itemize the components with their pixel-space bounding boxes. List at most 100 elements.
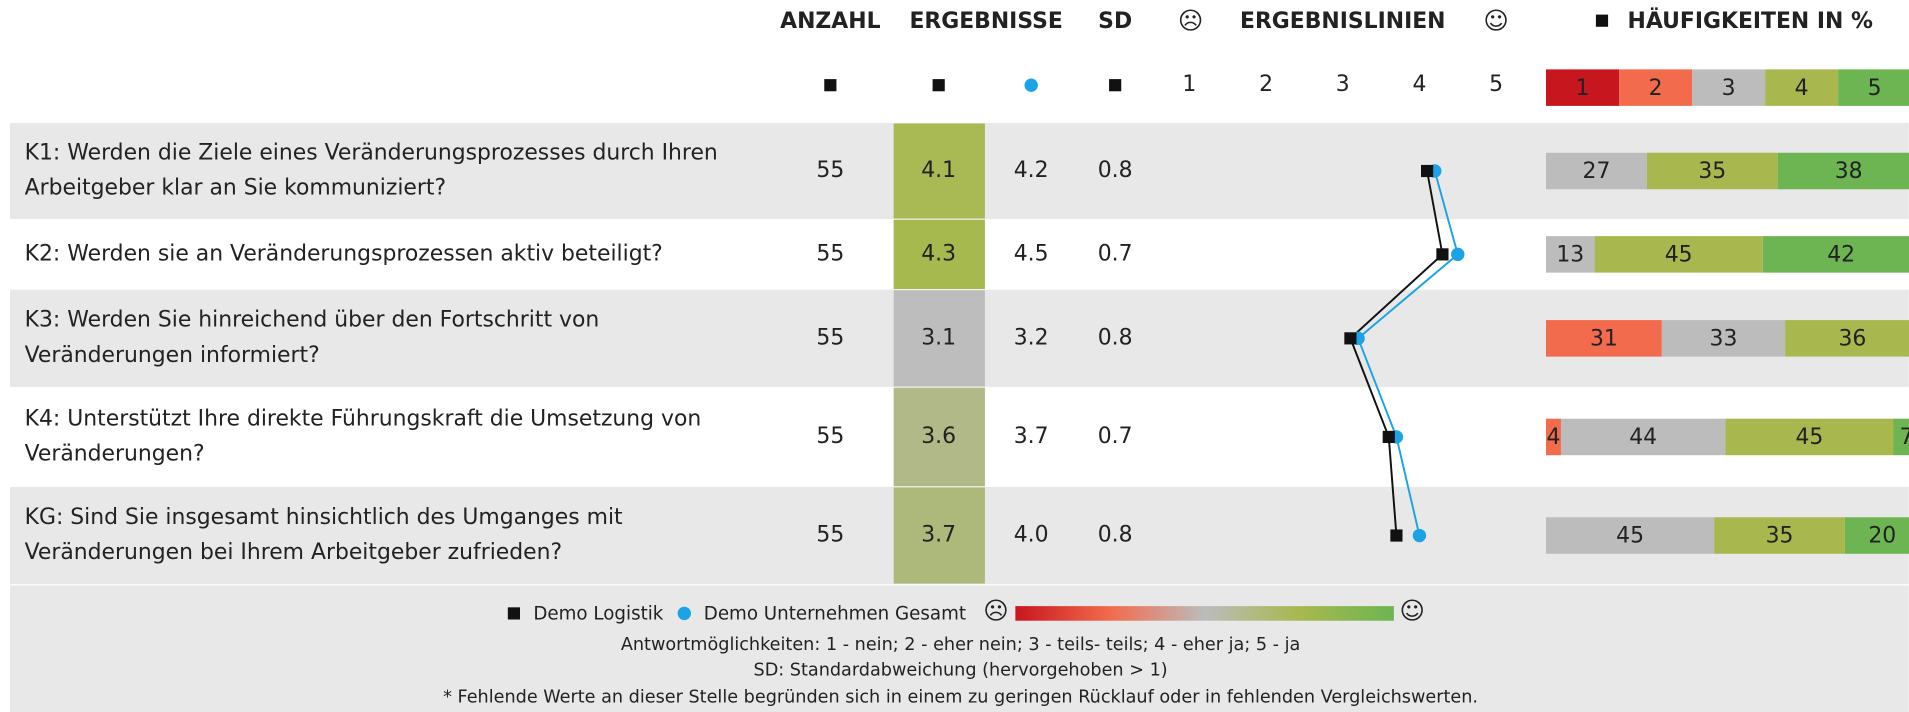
question: Arbeitgeber klar an Sie kommuniziert? bbox=[25, 176, 446, 201]
square-icon bbox=[824, 79, 837, 92]
sd: 0.8 bbox=[1098, 325, 1133, 350]
frequency-label: 27 bbox=[1583, 159, 1611, 184]
anzahl: 55 bbox=[816, 325, 844, 350]
frequency-bar bbox=[1546, 236, 1595, 273]
frequency-bar bbox=[1661, 320, 1786, 357]
frequency-legend-box bbox=[1692, 69, 1766, 106]
frequency-label: 36 bbox=[1838, 327, 1866, 352]
frequency-bar bbox=[1725, 418, 1894, 456]
frequency-label: 45 bbox=[1616, 524, 1644, 549]
frequency-bar bbox=[1893, 418, 1909, 456]
question: K4: Unterstützt Ihre direkte Führungskra… bbox=[25, 406, 702, 431]
gradient-bar bbox=[1015, 606, 1394, 621]
anzahl: 55 bbox=[816, 424, 844, 449]
frequency-bar bbox=[1714, 517, 1845, 554]
question: K3: Werden Sie hinreichend über den Fort… bbox=[25, 308, 600, 333]
frequency-bar bbox=[1646, 152, 1778, 190]
profile-point bbox=[1421, 164, 1434, 178]
question: KG: Sind Sie insgesamt hinsichtlich des … bbox=[25, 505, 623, 530]
comparison: 4.2 bbox=[1014, 158, 1049, 183]
x-tick-label: 4 bbox=[1412, 72, 1426, 97]
frequency-label: 45 bbox=[1665, 243, 1693, 268]
comparison: 3.2 bbox=[1014, 325, 1049, 350]
x-tick-label: 5 bbox=[1489, 72, 1503, 97]
frequency-bar bbox=[1546, 418, 1561, 456]
frequency-label: 13 bbox=[1556, 243, 1584, 268]
result: 3.7 bbox=[921, 523, 956, 548]
frequency-label: 33 bbox=[1710, 327, 1738, 352]
frequency-legend-label: 1 bbox=[1576, 76, 1590, 101]
result-cell bbox=[893, 387, 985, 487]
frequency-legend-box bbox=[1838, 69, 1909, 106]
frequency-bar bbox=[1546, 152, 1647, 190]
result: 3.1 bbox=[921, 325, 956, 350]
comparison: 4.0 bbox=[1014, 523, 1049, 548]
sd: 0.8 bbox=[1098, 523, 1133, 548]
sad-icon: ☹ bbox=[983, 596, 1008, 625]
frequency-label: 35 bbox=[1766, 524, 1794, 549]
happy-icon: ☺ bbox=[1399, 596, 1424, 625]
note: Antwortmöglichkeiten: 1 - nein; 2 - eher… bbox=[621, 635, 1301, 655]
frequency-legend-label: 4 bbox=[1795, 76, 1809, 101]
frequency-label: 38 bbox=[1835, 159, 1863, 184]
x-tick-label: 2 bbox=[1259, 72, 1273, 97]
question: K1: Werden die Ziele eines Veränderungsp… bbox=[25, 140, 718, 165]
happy-icon: ☺ bbox=[1483, 6, 1508, 35]
comparison: 3.7 bbox=[1014, 424, 1049, 449]
legend-label: Demo Logistik bbox=[533, 604, 663, 625]
frequency-bar bbox=[1546, 517, 1715, 554]
question: Veränderungen bei Ihrem Arbeitgeber zufr… bbox=[25, 540, 563, 565]
result: 3.6 bbox=[921, 424, 956, 449]
result: 4.1 bbox=[921, 158, 956, 183]
square-icon bbox=[507, 607, 520, 620]
frequency-bar bbox=[1844, 517, 1909, 554]
frequency-legend-box bbox=[1765, 69, 1839, 106]
question: K2: Werden sie an Veränderungsprozessen … bbox=[25, 241, 663, 266]
header: ERGEBNISLINIEN bbox=[1240, 9, 1445, 34]
frequency-legend-label: 5 bbox=[1868, 76, 1882, 101]
sd: 0.7 bbox=[1098, 424, 1133, 449]
frequency-bar bbox=[1546, 320, 1662, 357]
result-cell bbox=[893, 290, 985, 387]
sad-icon: ☹ bbox=[1178, 6, 1203, 35]
frequency-label: 45 bbox=[1795, 425, 1823, 450]
square-icon bbox=[1109, 79, 1122, 92]
result-cell bbox=[893, 123, 985, 219]
square-icon bbox=[1595, 14, 1609, 27]
result: 4.3 bbox=[921, 241, 956, 266]
profile-point bbox=[1390, 529, 1403, 542]
circle-icon bbox=[1024, 78, 1038, 92]
frequency-label: 4 bbox=[1547, 425, 1561, 450]
profile-point bbox=[1451, 247, 1465, 262]
note: * Fehlende Werte an dieser Stelle begrün… bbox=[443, 687, 1478, 707]
footer-bg bbox=[10, 585, 1909, 712]
result-cell bbox=[893, 219, 985, 290]
header: ANZAHL bbox=[780, 9, 880, 34]
profile-point bbox=[1412, 528, 1427, 543]
frequency-bar bbox=[1777, 152, 1909, 190]
frequency-legend-box bbox=[1546, 69, 1620, 106]
x-tick-label: 1 bbox=[1182, 72, 1196, 97]
profile-point bbox=[1344, 332, 1357, 345]
frequency-legend-box bbox=[1619, 69, 1693, 106]
frequency-label: 31 bbox=[1590, 327, 1618, 352]
frequency-label: 44 bbox=[1629, 425, 1657, 450]
frequency-legend-label: 2 bbox=[1649, 76, 1663, 101]
frequency-label: 7 bbox=[1900, 425, 1909, 450]
sd: 0.7 bbox=[1098, 241, 1133, 266]
frequency-label: 20 bbox=[1868, 524, 1896, 549]
note: SD: Standardabweichung (hervorgehoben > … bbox=[754, 661, 1168, 681]
header: ERGEBNISSE bbox=[909, 9, 1062, 34]
header: HÄUFIGKEITEN IN % bbox=[1628, 8, 1873, 34]
anzahl: 55 bbox=[816, 158, 844, 183]
backgrounds bbox=[10, 122, 1909, 585]
result-cell bbox=[893, 487, 985, 584]
frequency-bar bbox=[1560, 418, 1726, 456]
frequency-label: 35 bbox=[1698, 159, 1726, 184]
x-tick-label: 3 bbox=[1336, 72, 1350, 97]
header: SD bbox=[1098, 9, 1132, 34]
frequency-bar bbox=[1762, 236, 1909, 273]
profile-point bbox=[1436, 248, 1449, 261]
